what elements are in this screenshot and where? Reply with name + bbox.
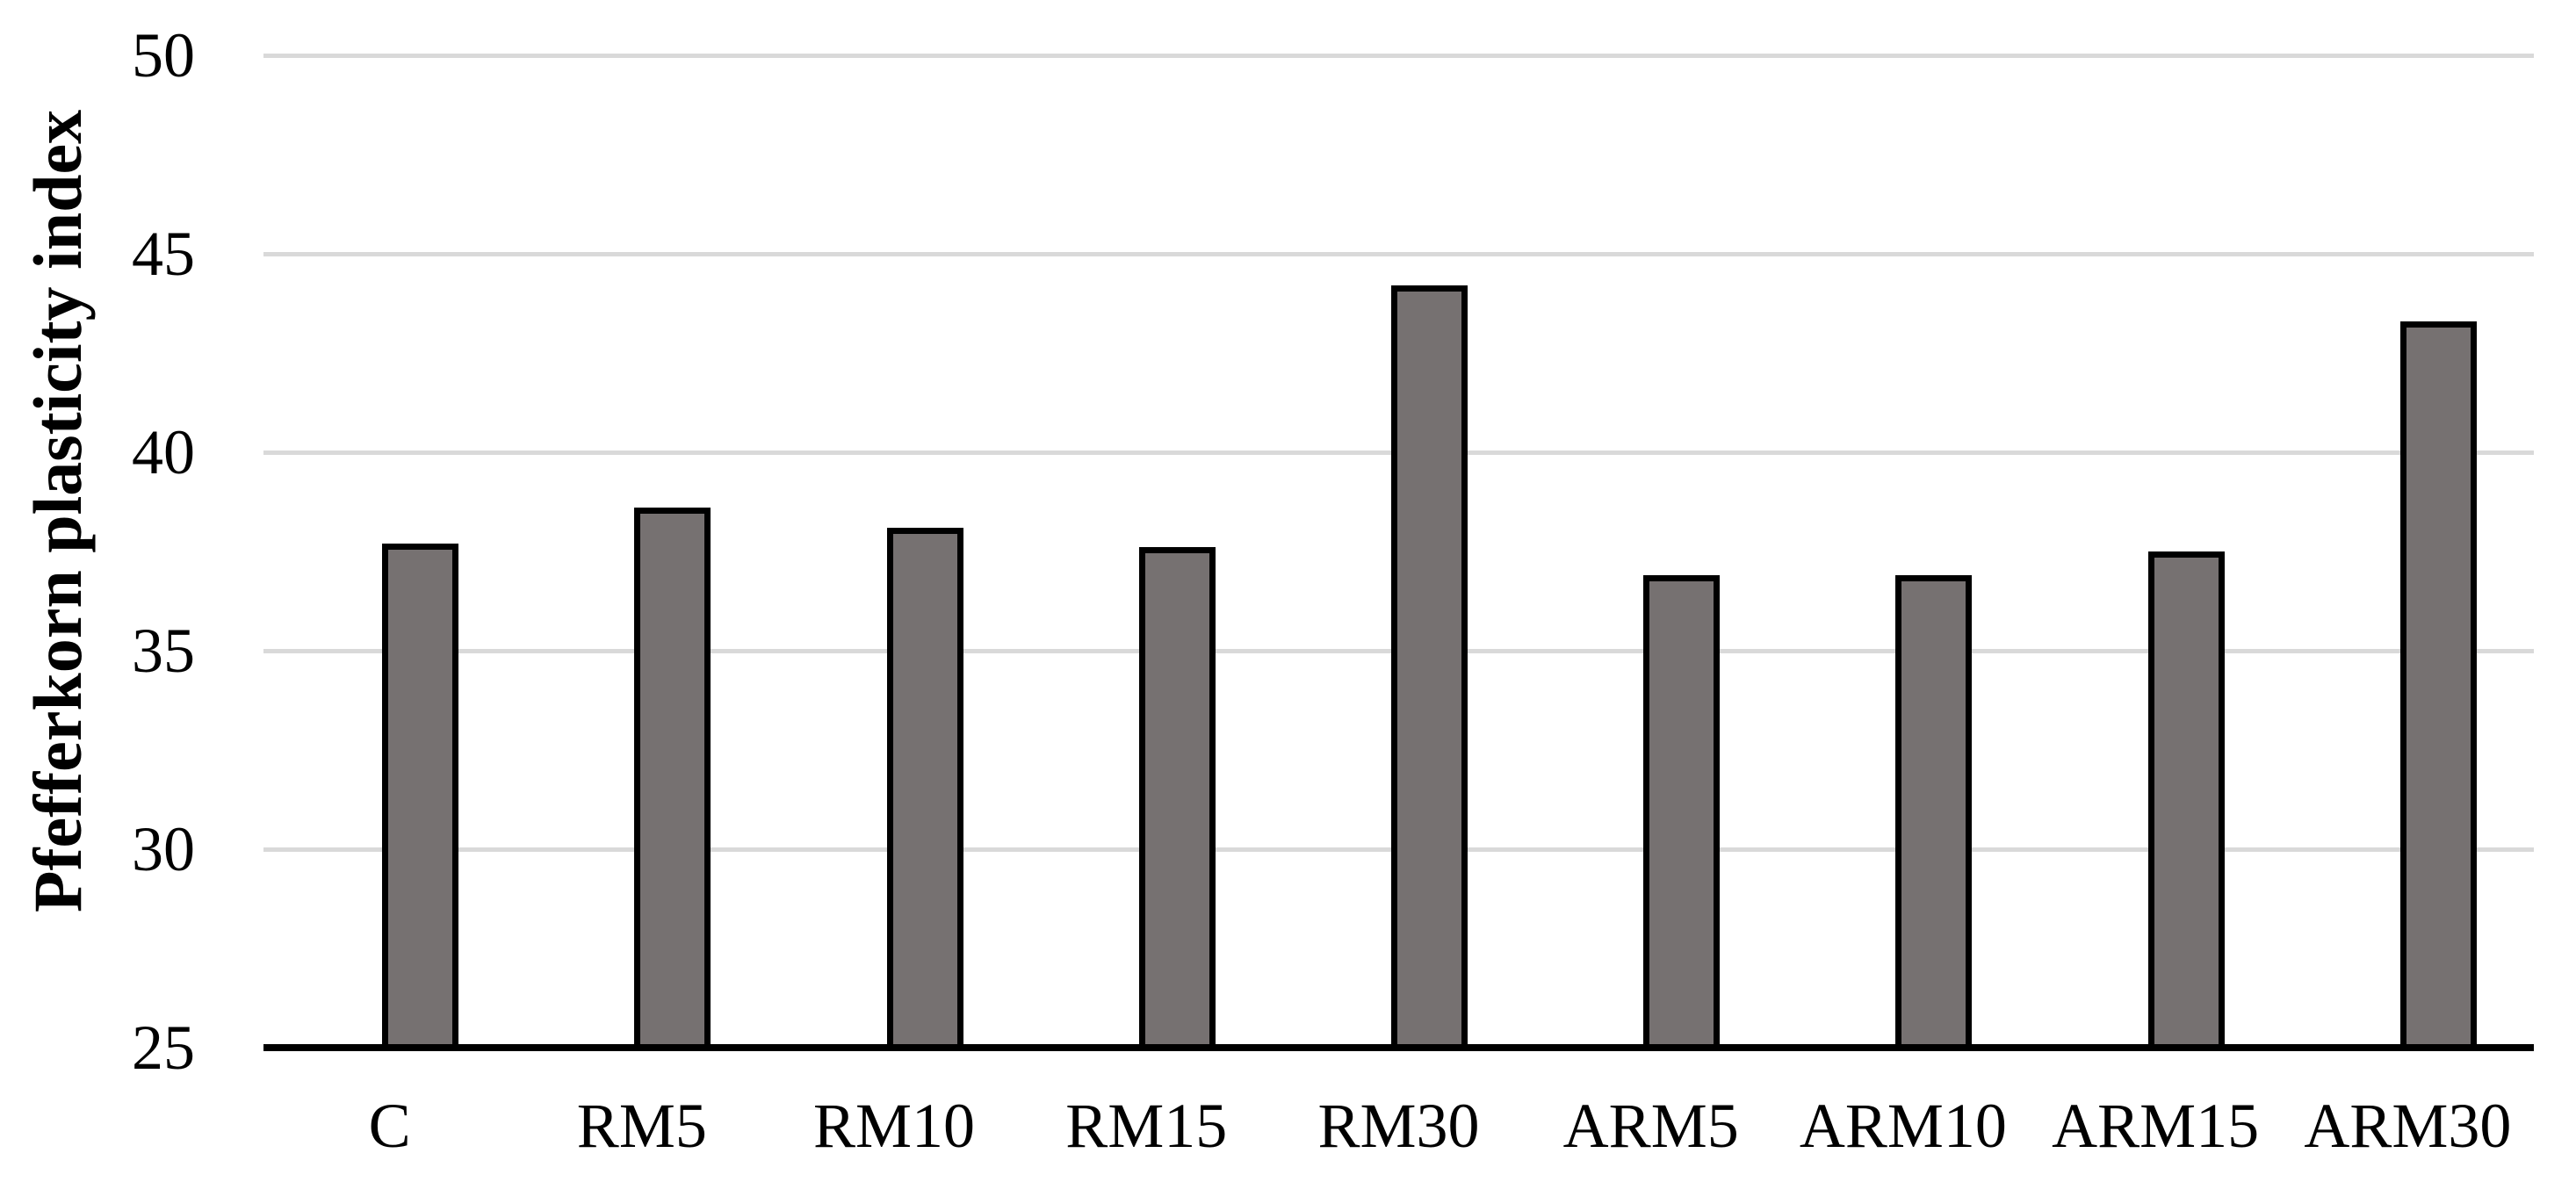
- x-axis-label-ARM5: ARM5: [1562, 1091, 1739, 1161]
- bar-ARM5: [1643, 575, 1721, 1048]
- bar-slot-RM30: [1303, 55, 1555, 1048]
- bar-slot-RM10: [798, 55, 1050, 1048]
- y-tick-label-50: 50: [132, 20, 195, 90]
- bar-slot-C: [294, 55, 546, 1048]
- bar-slot-ARM5: [1555, 55, 1808, 1048]
- x-axis-label-RM5: RM5: [576, 1091, 707, 1161]
- x-axis-label-ARM10: ARM10: [1799, 1091, 2007, 1161]
- x-axis-label-RM15: RM15: [1065, 1091, 1228, 1161]
- bar-C: [382, 543, 459, 1048]
- bar-slot-ARM30: [2313, 55, 2565, 1048]
- bar-slot-ARM10: [1808, 55, 2060, 1048]
- bar-RM30: [1390, 285, 1468, 1048]
- x-axis-labels: C RM5 RM10 RM15 RM30 ARM5 ARM10 ARM15 ARM30: [263, 1094, 2534, 1157]
- x-axis-label-ARM30: ARM30: [2304, 1091, 2512, 1161]
- gridline-45: [263, 251, 2534, 256]
- plot-area: [263, 53, 2534, 1051]
- bar-RM15: [1138, 547, 1216, 1048]
- x-axis-label-ARM15: ARM15: [2052, 1091, 2260, 1161]
- y-axis-tick-labels: 25 30 35 40 45 50: [0, 24, 195, 1079]
- bars-container: [294, 55, 2565, 1048]
- y-tick-label-25: 25: [132, 1013, 195, 1083]
- x-axis-line: [263, 1044, 2534, 1051]
- gridline-50: [263, 53, 2534, 58]
- x-axis-label-C: C: [368, 1091, 411, 1161]
- x-axis-label-RM30: RM30: [1317, 1091, 1480, 1161]
- bar-ARM15: [2147, 551, 2225, 1048]
- bar-RM10: [886, 527, 963, 1048]
- bar-slot-RM15: [1051, 55, 1303, 1048]
- bar-ARM30: [2399, 321, 2477, 1048]
- bar-RM5: [634, 508, 711, 1048]
- bar-slot-ARM15: [2060, 55, 2313, 1048]
- y-tick-label-45: 45: [132, 219, 195, 289]
- y-tick-label-30: 30: [132, 814, 195, 884]
- bar-ARM10: [1895, 575, 1973, 1048]
- bar-slot-RM5: [546, 55, 798, 1048]
- y-tick-label-35: 35: [132, 616, 195, 686]
- x-axis-label-RM10: RM10: [813, 1091, 976, 1161]
- y-tick-label-40: 40: [132, 417, 195, 487]
